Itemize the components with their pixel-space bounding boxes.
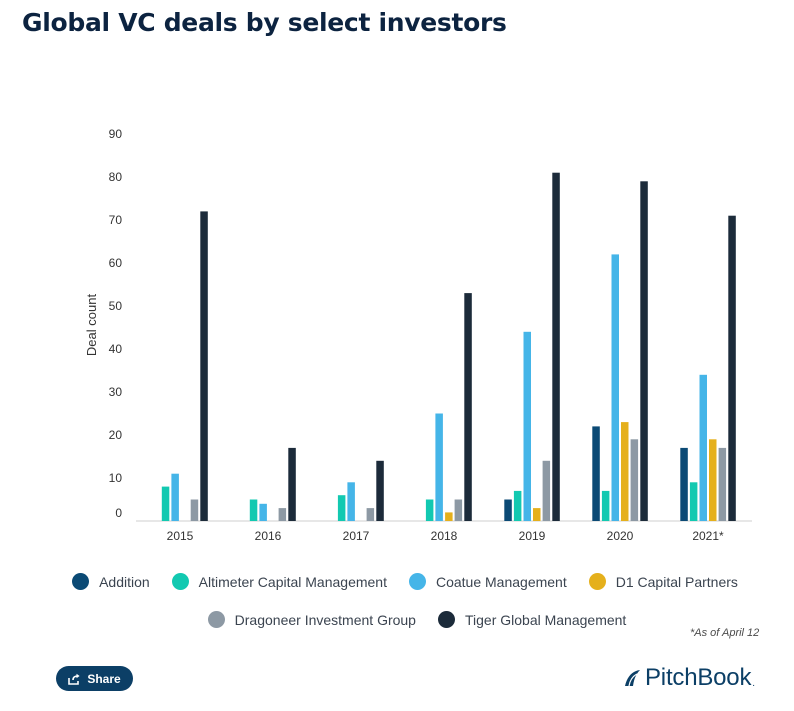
bar-d1-capital-partners-2021[interactable] xyxy=(709,439,717,521)
x-tick-label: 2020 xyxy=(607,529,634,543)
legend-swatch-icon xyxy=(588,573,606,590)
y-tick-label: 10 xyxy=(109,471,123,485)
y-axis-ticks: 0 10 20 30 40 50 60 70 80 90 xyxy=(109,127,123,520)
bar-dragoneer-investment-group-2017[interactable] xyxy=(366,508,375,521)
bar-coatue-management-2018[interactable] xyxy=(435,413,443,522)
y-tick-label: 90 xyxy=(109,127,123,141)
x-tick-label: 2015 xyxy=(167,529,194,543)
bar-coatue-management-2016[interactable] xyxy=(259,503,267,521)
x-tick-label: 2021* xyxy=(692,529,724,543)
y-tick-label: 70 xyxy=(109,213,123,227)
bar-dragoneer-investment-group-2020[interactable] xyxy=(630,439,639,521)
bar-coatue-management-2015[interactable] xyxy=(171,473,179,521)
legend-label: Addition xyxy=(99,573,150,590)
y-tick-label: 40 xyxy=(109,342,123,356)
bar-tiger-global-management-2019[interactable] xyxy=(552,172,560,521)
share-icon xyxy=(68,673,80,685)
legend-swatch-icon xyxy=(408,573,426,590)
y-tick-label: 0 xyxy=(115,506,122,520)
legend-label: D1 Capital Partners xyxy=(615,573,738,590)
bar-addition-2021[interactable] xyxy=(680,447,688,521)
y-tick-label: 30 xyxy=(109,385,123,399)
legend-item-addition[interactable]: Addition xyxy=(72,573,150,590)
legend-item-coatue-management[interactable]: Coatue Management xyxy=(408,573,567,590)
bar-tiger-global-management-2021[interactable] xyxy=(728,215,736,521)
bar-tiger-global-management-2020[interactable] xyxy=(640,181,648,522)
x-tick-label: 2016 xyxy=(255,529,282,543)
footnote: *As of April 12 xyxy=(690,627,760,639)
share-button[interactable]: Share xyxy=(56,666,133,691)
bar-tiger-global-management-2015[interactable] xyxy=(200,211,208,521)
legend-item-tiger-global-management[interactable]: Tiger Global Management xyxy=(437,611,627,628)
bar-group xyxy=(161,172,736,522)
bar-addition-2020[interactable] xyxy=(592,426,600,521)
bar-altimeter-capital-management-2016[interactable] xyxy=(249,499,258,522)
legend-swatch-icon xyxy=(207,611,225,628)
bar-coatue-management-2019[interactable] xyxy=(523,331,532,521)
chart-title: Global VC deals by select investors xyxy=(22,8,507,37)
bar-tiger-global-management-2016[interactable] xyxy=(288,447,296,521)
bar-tiger-global-management-2018[interactable] xyxy=(464,293,472,521)
bar-altimeter-capital-management-2017[interactable] xyxy=(337,495,346,521)
legend-label: Tiger Global Management xyxy=(464,611,627,628)
y-tick-label: 80 xyxy=(109,170,123,184)
pitchbook-logo[interactable]: PitchBook . xyxy=(622,664,755,692)
x-tick-label: 2017 xyxy=(343,529,370,543)
share-label: Share xyxy=(87,671,121,686)
bar-altimeter-capital-management-2021[interactable] xyxy=(689,482,698,521)
legend-item-dragoneer-investment-group[interactable]: Dragoneer Investment Group xyxy=(207,611,416,628)
legend-label: Dragoneer Investment Group xyxy=(234,611,416,628)
bar-altimeter-capital-management-2015[interactable] xyxy=(161,486,170,521)
bar-d1-capital-partners-2019[interactable] xyxy=(533,508,541,521)
x-tick-label: 2019 xyxy=(519,529,546,543)
legend-swatch-icon xyxy=(437,611,455,628)
bar-dragoneer-investment-group-2016[interactable] xyxy=(278,508,287,521)
bar-coatue-management-2017[interactable] xyxy=(347,482,355,521)
legend-label: Altimeter Capital Management xyxy=(198,573,387,590)
y-tick-label: 50 xyxy=(109,299,123,313)
brand-name: PitchBook xyxy=(645,664,752,691)
bar-dragoneer-investment-group-2021[interactable] xyxy=(718,447,727,521)
bar-dragoneer-investment-group-2019[interactable] xyxy=(542,460,551,521)
bar-d1-capital-partners-2018[interactable] xyxy=(445,512,453,521)
legend-item-d1-capital-partners[interactable]: D1 Capital Partners xyxy=(588,573,738,590)
legend-item-altimeter-capital-management[interactable]: Altimeter Capital Management xyxy=(171,573,387,590)
y-tick-label: 20 xyxy=(109,428,123,442)
bar-altimeter-capital-management-2018[interactable] xyxy=(425,499,434,522)
legend-label: Coatue Management xyxy=(435,573,567,590)
legend-swatch-icon xyxy=(72,573,90,590)
brand-mark: . xyxy=(752,677,756,689)
bar-d1-capital-partners-2020[interactable] xyxy=(621,422,629,521)
legend-swatch-icon xyxy=(171,573,189,590)
pitchbook-logo-icon xyxy=(625,670,640,687)
x-axis-ticks: 2015 2016 2017 2018 2019 2020 2021* xyxy=(167,529,724,543)
y-tick-label: 60 xyxy=(109,256,123,270)
bar-dragoneer-investment-group-2015[interactable] xyxy=(190,499,199,522)
bar-tiger-global-management-2017[interactable] xyxy=(376,460,384,521)
bar-altimeter-capital-management-2020[interactable] xyxy=(601,490,610,521)
x-tick-label: 2018 xyxy=(431,529,458,543)
y-axis-label: Deal count xyxy=(84,294,99,357)
bar-coatue-management-2020[interactable] xyxy=(611,254,620,521)
legend-row-1: Addition Altimeter Capital Management Coat… xyxy=(8,573,794,590)
bar-addition-2019[interactable] xyxy=(504,499,512,522)
bar-altimeter-capital-management-2019[interactable] xyxy=(513,490,522,521)
legend-row-2: Dragoneer Investment Group Tiger Global M… xyxy=(20,611,794,628)
bar-coatue-management-2021[interactable] xyxy=(699,374,708,521)
bar-dragoneer-investment-group-2018[interactable] xyxy=(454,499,463,522)
